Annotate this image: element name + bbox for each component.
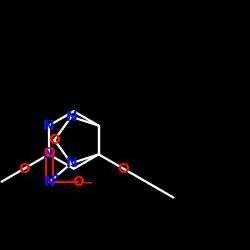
Text: N: N <box>44 175 55 189</box>
Text: O: O <box>118 162 130 176</box>
Text: O: O <box>18 162 30 176</box>
Text: N: N <box>43 147 55 162</box>
Text: N: N <box>43 118 55 132</box>
Text: N: N <box>66 156 77 170</box>
Text: O: O <box>48 133 60 147</box>
Text: O: O <box>72 175 84 189</box>
Text: +: + <box>52 171 62 181</box>
Text: N: N <box>66 110 77 124</box>
Text: O: O <box>44 146 55 160</box>
Text: −: − <box>83 177 94 190</box>
